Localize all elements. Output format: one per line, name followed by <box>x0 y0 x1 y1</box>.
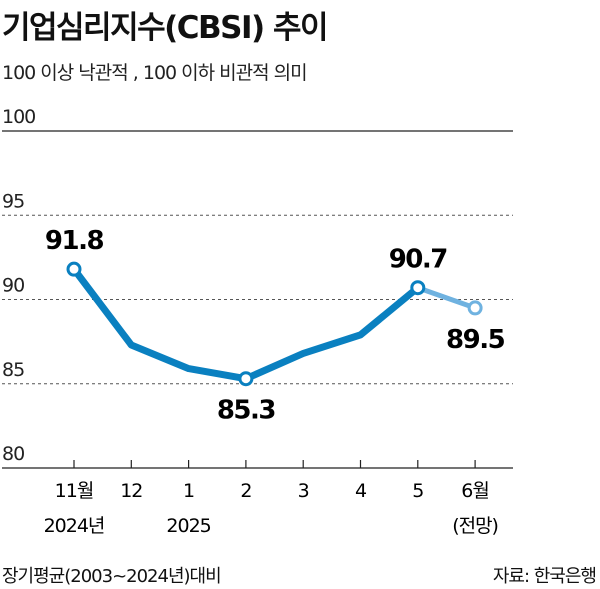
chart-subtitle: 100 이상 낙관적 , 100 이하 비관적 의미 <box>2 62 308 84</box>
x-tick-label: 4 <box>355 480 367 502</box>
x-tick-sublabel: 2025 <box>166 515 210 537</box>
footer-note: 장기평균(2003~2024년)대비 <box>2 566 222 587</box>
y-tick-label: 85 <box>2 359 24 381</box>
data-point <box>66 261 82 277</box>
x-tick-sublabel: (전망) <box>452 515 498 537</box>
y-tick-label: 100 <box>2 106 35 128</box>
series-line <box>71 267 421 383</box>
data-label: 90.7 <box>389 245 448 275</box>
x-tick-label: 12 <box>120 480 142 502</box>
data-point <box>238 371 254 387</box>
data-label: 89.5 <box>446 325 505 355</box>
x-tick-label: 11월 <box>55 480 94 502</box>
x-tick-label: 2 <box>240 480 251 502</box>
x-tick-label: 3 <box>298 480 309 502</box>
x-tick-label: 6월 <box>461 480 489 502</box>
data-point <box>410 280 426 296</box>
forecast-line <box>416 285 476 311</box>
x-tick-label: 5 <box>412 480 423 502</box>
data-label: 91.8 <box>45 226 104 256</box>
y-tick-label: 80 <box>2 443 24 465</box>
x-tick-sublabel: 2024년 <box>44 515 105 537</box>
data-label: 85.3 <box>217 396 276 426</box>
y-tick-label: 90 <box>2 275 24 297</box>
y-tick-label: 95 <box>2 190 24 212</box>
source: 자료: 한국은행 <box>492 566 597 587</box>
line-chart: 80 85 90 95 100 11월 2024년 12 1 2025 2 3 4 5 6월 (전망) 91.8… <box>2 106 513 537</box>
x-tick-label: 1 <box>183 480 194 502</box>
chart-title: 기업심리지수(CBSI) 추이 <box>2 10 329 46</box>
data-point <box>467 300 483 316</box>
